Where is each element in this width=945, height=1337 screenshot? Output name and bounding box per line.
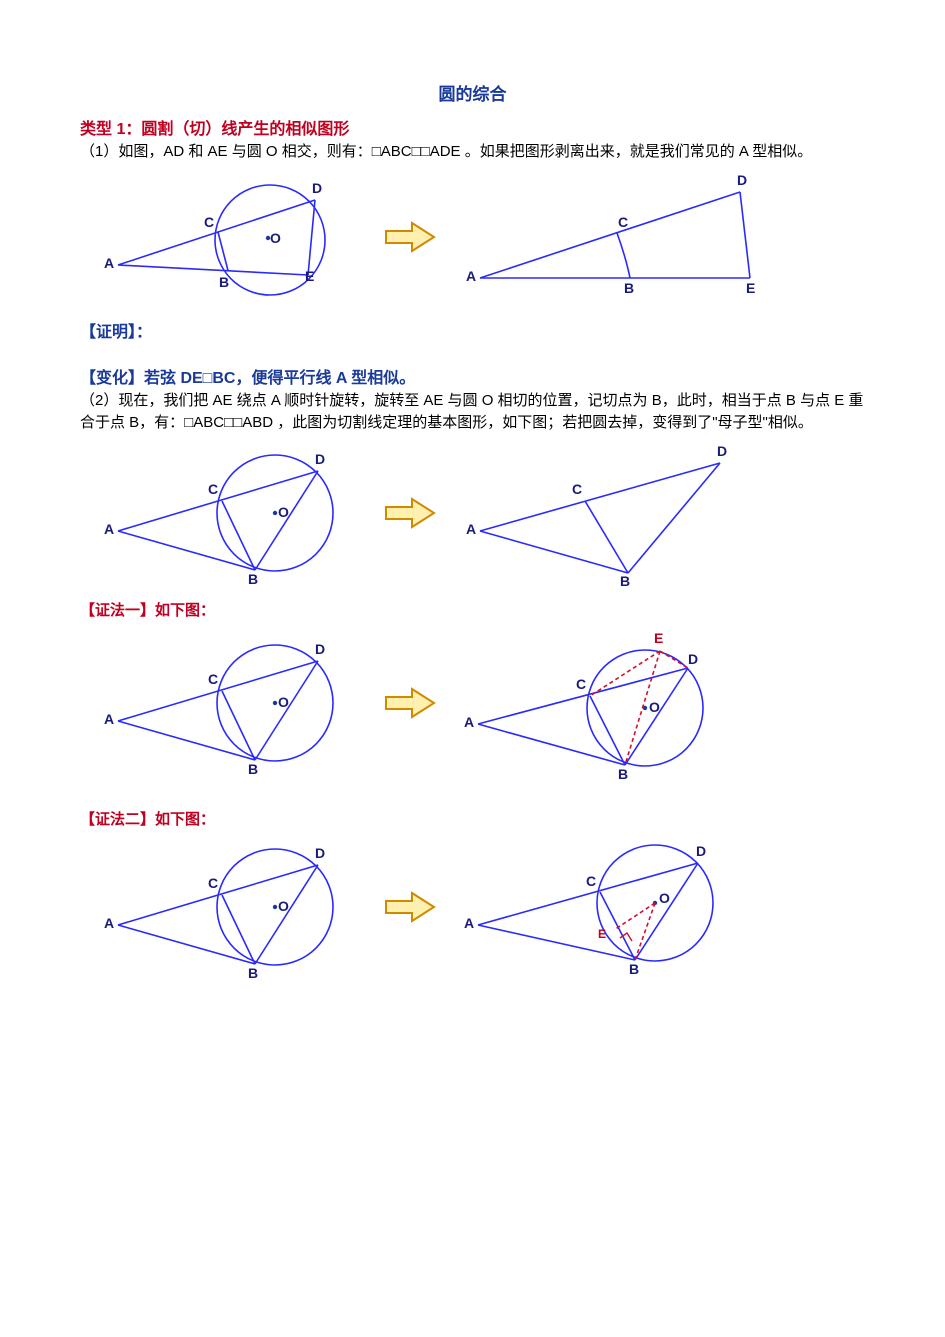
label-B: B	[219, 274, 229, 290]
label-D: D	[737, 172, 747, 188]
label-D: D	[717, 443, 727, 459]
diagram-4-right: A B C D O E	[460, 835, 760, 985]
label-D: D	[312, 180, 322, 196]
proof2-label: 【证法二】如下图：	[80, 808, 865, 829]
label-E: E	[746, 280, 755, 296]
label-O: O	[649, 699, 660, 715]
paragraph-1: （1）如图，AD 和 AE 与圆 O 相交，则有：□ABC□□ADE 。如果把图…	[80, 141, 865, 164]
label-O: O	[659, 890, 670, 906]
label-D: D	[315, 845, 325, 861]
diagram-row-1: A B E C D O A B E C D	[80, 170, 865, 310]
label-E: E	[598, 927, 606, 941]
label-C: C	[204, 214, 214, 230]
diagram-4-left: A B C D O	[100, 835, 360, 985]
diagram-svg	[460, 626, 760, 786]
label-D: D	[315, 451, 325, 467]
proof1-label: 【证法一】如下图：	[80, 599, 865, 620]
label-E: E	[654, 630, 663, 646]
diagram-2-left: A B C D O	[100, 441, 360, 591]
label-C: C	[576, 676, 586, 692]
label-A: A	[464, 714, 474, 730]
variation-heading: 【变化】若弦 DE□BC，便得平行线 A 型相似。	[80, 364, 865, 388]
label-A: A	[104, 255, 114, 271]
label-A: A	[466, 268, 476, 284]
label-B: B	[618, 766, 628, 782]
diagram-svg	[460, 835, 760, 985]
label-O: O	[278, 898, 289, 914]
diagram-2-right: A B C D	[460, 441, 760, 591]
paragraph-2: （2）现在，我们把 AE 绕点 A 顺时针旋转，旋转至 AE 与圆 O 相切的位…	[80, 390, 865, 435]
label-B: B	[248, 965, 258, 981]
arrow-icon	[382, 217, 438, 262]
type1-heading: 类型 1：圆割（切）线产生的相似图形	[80, 115, 865, 139]
label-A: A	[104, 521, 114, 537]
label-D: D	[315, 641, 325, 657]
label-O: O	[270, 230, 281, 246]
label-O: O	[278, 694, 289, 710]
diagram-svg	[460, 170, 780, 310]
label-O: O	[278, 504, 289, 520]
label-C: C	[208, 481, 218, 497]
label-A: A	[104, 711, 114, 727]
arrow-icon	[382, 683, 438, 728]
diagram-row-3: A B C D O A B C D E O	[80, 626, 865, 786]
diagram-row-2: A B C D O A B C D	[80, 441, 865, 591]
diagram-1-left: A B E C D O	[100, 170, 360, 310]
label-C: C	[208, 875, 218, 891]
label-C: C	[618, 214, 628, 230]
arrow-icon	[382, 493, 438, 538]
diagram-1-right: A B E C D	[460, 170, 780, 310]
diagram-3-right: A B C D E O	[460, 626, 760, 786]
diagram-3-left: A B C D O	[100, 631, 360, 781]
proof-label: 【证明】：	[80, 318, 865, 342]
diagram-row-4: A B C D O A B C D O E	[80, 835, 865, 985]
label-A: A	[464, 915, 474, 931]
label-C: C	[208, 671, 218, 687]
label-C: C	[586, 873, 596, 889]
label-C: C	[572, 481, 582, 497]
page-title: 圆的综合	[80, 80, 865, 105]
diagram-svg	[460, 441, 760, 591]
label-D: D	[696, 843, 706, 859]
label-A: A	[104, 915, 114, 931]
label-B: B	[620, 573, 630, 589]
label-B: B	[248, 571, 258, 587]
label-B: B	[629, 961, 639, 977]
label-B: B	[624, 280, 634, 296]
label-E: E	[305, 268, 314, 284]
label-A: A	[466, 521, 476, 537]
label-D: D	[688, 651, 698, 667]
label-B: B	[248, 761, 258, 777]
arrow-icon	[382, 887, 438, 932]
